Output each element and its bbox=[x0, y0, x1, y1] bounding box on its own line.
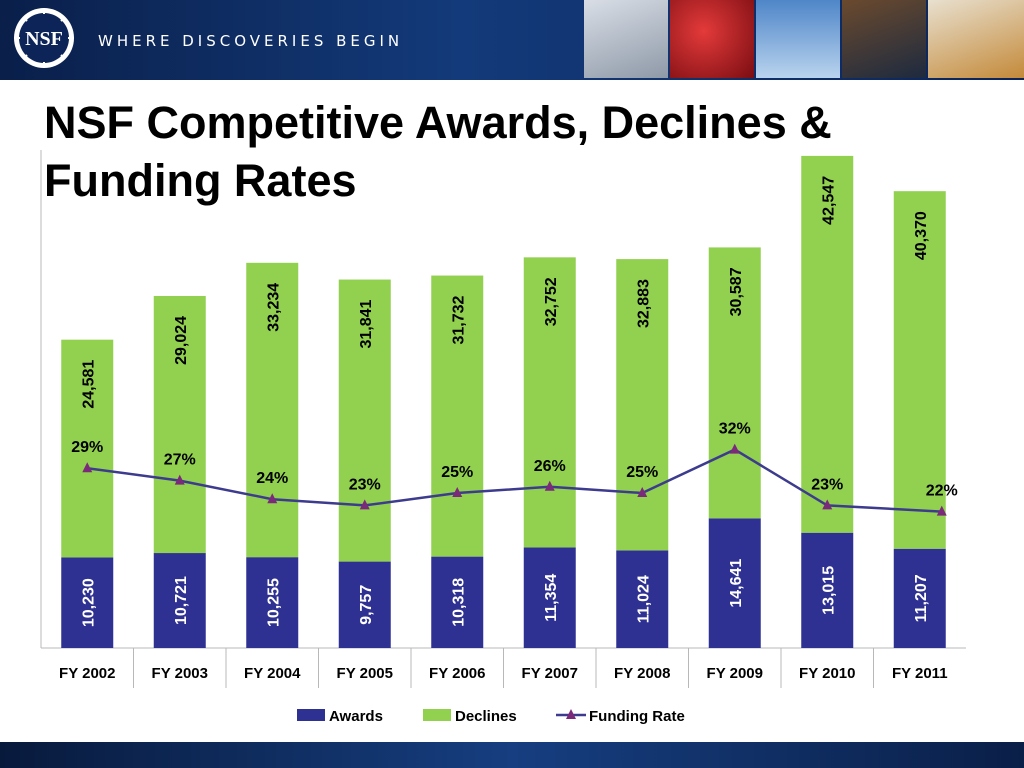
declines-data-label: 31,732 bbox=[450, 295, 467, 344]
legend-declines-swatch bbox=[423, 709, 451, 721]
declines-bar bbox=[523, 257, 576, 548]
awards-data-label: 9,757 bbox=[358, 585, 375, 625]
funding-rate-marker bbox=[822, 499, 833, 510]
x-tick-label: FY 2008 bbox=[614, 665, 670, 682]
funding-rate-label: 29% bbox=[71, 439, 103, 456]
declines-bar bbox=[338, 279, 391, 562]
awards-bar bbox=[338, 561, 391, 648]
scientist-photo bbox=[928, 0, 1024, 78]
awards-bar bbox=[523, 547, 576, 648]
awards-data-label: 11,354 bbox=[543, 574, 560, 622]
declines-bar bbox=[246, 262, 299, 558]
awards-bar bbox=[61, 557, 114, 648]
funding-rate-marker bbox=[267, 493, 278, 504]
funding-rate-marker bbox=[82, 462, 93, 473]
awards-bar bbox=[893, 548, 946, 648]
awards-data-label: 10,230 bbox=[80, 578, 97, 627]
awards-data-label: 13,015 bbox=[820, 566, 837, 615]
declines-bar bbox=[61, 339, 114, 558]
funding-rate-label: 25% bbox=[441, 464, 473, 481]
legend-funding-rate-label: Funding Rate bbox=[589, 708, 685, 725]
declines-data-label: 30,587 bbox=[728, 267, 745, 316]
page-title: NSF Competitive Awards, Declines & Fundi… bbox=[44, 97, 832, 206]
tagline: WHERE DISCOVERIES BEGIN bbox=[98, 32, 404, 50]
funding-rate-label: 25% bbox=[626, 464, 658, 481]
funding-rate-label: 32% bbox=[719, 421, 751, 438]
declines-data-label: 31,841 bbox=[358, 299, 375, 348]
legend: Awards Declines Funding Rate bbox=[297, 708, 685, 725]
x-tick-label: FY 2004 bbox=[244, 665, 301, 682]
awards-bar bbox=[616, 550, 669, 648]
funding-rate-marker bbox=[936, 505, 947, 516]
awards-data-label: 14,641 bbox=[728, 559, 745, 608]
funding-rate-label: 26% bbox=[534, 458, 566, 475]
declines-bar bbox=[893, 191, 946, 549]
declines-data-label: 42,547 bbox=[820, 176, 837, 225]
awards-bar bbox=[708, 518, 761, 648]
declines-bar bbox=[708, 247, 761, 519]
x-tick-label: FY 2007 bbox=[522, 665, 578, 682]
x-tick-label: FY 2005 bbox=[337, 665, 393, 682]
x-tick-label: FY 2002 bbox=[59, 665, 115, 682]
funding-rate-marker bbox=[729, 443, 740, 454]
students-lab-photo bbox=[842, 0, 926, 78]
declines-data-label: 33,234 bbox=[265, 283, 282, 332]
legend-awards-label: Awards bbox=[329, 708, 383, 725]
legend-funding-rate-marker bbox=[566, 709, 576, 719]
funding-rate-label: 23% bbox=[811, 476, 843, 493]
declines-bar bbox=[801, 155, 854, 533]
x-tick-label: FY 2011 bbox=[892, 665, 948, 682]
funding-rate-marker bbox=[359, 499, 370, 510]
footer-band bbox=[0, 742, 1024, 768]
x-tick-label: FY 2010 bbox=[799, 665, 855, 682]
declines-data-label: 40,370 bbox=[913, 211, 930, 260]
nsf-logo: NSF bbox=[14, 8, 74, 68]
declines-bar bbox=[153, 295, 206, 554]
blood-cells-photo bbox=[670, 0, 754, 78]
x-tick-label: FY 2009 bbox=[707, 665, 763, 682]
declines-data-label: 24,581 bbox=[80, 360, 97, 409]
declines-bar bbox=[431, 275, 484, 557]
awards-bar bbox=[431, 556, 484, 648]
funding-rate-label: 22% bbox=[926, 483, 958, 500]
declines-bar bbox=[616, 259, 669, 551]
awards-data-label: 11,207 bbox=[913, 574, 930, 622]
x-tick-label: FY 2006 bbox=[429, 665, 485, 682]
declines-data-label: 32,883 bbox=[635, 279, 652, 328]
header-banner: NSF WHERE DISCOVERIES BEGIN bbox=[0, 0, 1024, 80]
wind-turbines-photo bbox=[756, 0, 840, 78]
funding-rate-line bbox=[87, 448, 942, 513]
funding-rate-marker bbox=[544, 480, 555, 491]
awards-data-label: 10,255 bbox=[265, 578, 282, 627]
awards-bar bbox=[246, 557, 299, 648]
svg-text:NSF: NSF bbox=[25, 28, 63, 50]
awards-data-label: 11,024 bbox=[635, 575, 652, 623]
funding-rate-label: 23% bbox=[349, 476, 381, 493]
declines-data-label: 32,752 bbox=[543, 277, 560, 326]
lab-equipment-photo bbox=[584, 0, 668, 78]
funding-rate-marker bbox=[452, 487, 463, 497]
awards-bar bbox=[153, 553, 206, 648]
awards-bar bbox=[801, 532, 854, 648]
funding-rate-marker bbox=[637, 487, 648, 497]
awards-data-label: 10,721 bbox=[173, 576, 190, 625]
funding-rate-label: 24% bbox=[256, 470, 288, 487]
declines-data-label: 29,024 bbox=[173, 316, 190, 365]
awards-data-label: 10,318 bbox=[450, 578, 467, 627]
x-tick-label: FY 2003 bbox=[152, 665, 208, 682]
legend-awards-swatch bbox=[297, 709, 325, 721]
funding-rate-marker bbox=[174, 474, 185, 485]
legend-declines-label: Declines bbox=[455, 708, 517, 725]
funding-rate-label: 27% bbox=[164, 452, 196, 469]
